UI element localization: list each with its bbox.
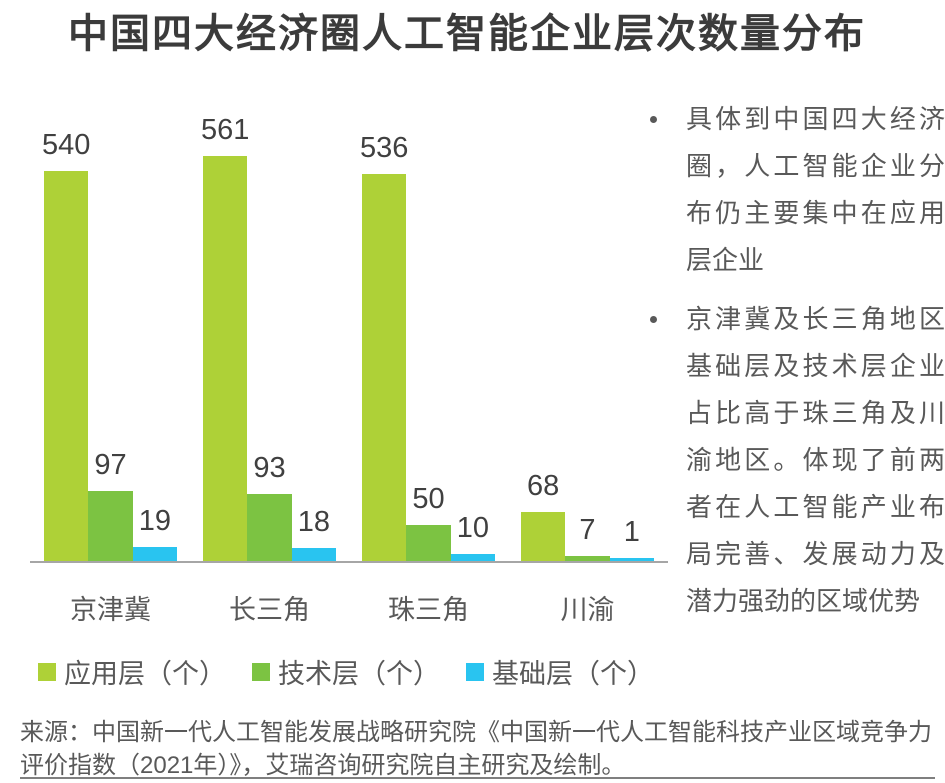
chart-legend: 应用层（个） 技术层（个） 基础层（个） xyxy=(38,652,654,691)
bar-group-珠三角: 536 50 10 xyxy=(359,132,495,561)
legend-swatch-icon xyxy=(252,662,270,681)
bar-column: 68 xyxy=(521,469,566,561)
bar-value-label: 10 xyxy=(456,511,489,544)
bar-group-京津冀: 540 97 19 xyxy=(41,129,177,561)
x-axis-label-珠三角: 珠三角 xyxy=(388,595,469,625)
legend-label: 基础层（个） xyxy=(492,659,654,689)
legend-label: 应用层（个） xyxy=(64,659,226,689)
commentary-bullet: 京津冀及长三角地区基础层及技术层企业占比高于珠三角及川渝地区。体现了前两者在人工… xyxy=(640,296,945,625)
x-axis-label-长三角: 长三角 xyxy=(229,595,310,625)
bar-column: 10 xyxy=(450,511,495,561)
legend-swatch-icon xyxy=(466,662,484,681)
x-axis-line xyxy=(30,561,668,563)
source-note: 来源：中国新一代人工智能发展战略研究院《中国新一代人工智能科技产业区域竞争力评价… xyxy=(20,719,932,779)
bar-川渝-应用层（个） xyxy=(521,511,566,561)
legend-item-技术层（个）: 技术层（个） xyxy=(252,652,440,691)
bar-珠三角-应用层（个） xyxy=(362,174,407,561)
bar-value-label: 561 xyxy=(200,114,250,146)
bar-column: 561 xyxy=(200,114,250,561)
bar-川渝-技术层（个） xyxy=(565,555,610,561)
bar-珠三角-技术层（个） xyxy=(406,524,451,561)
legend-item-应用层（个）: 应用层（个） xyxy=(38,652,226,691)
x-axis-labels: 京津冀 长三角 珠三角 川渝 xyxy=(44,588,656,627)
page-title: 中国四大经济圈人工智能企业层次数量分布 xyxy=(68,12,866,56)
bar-京津冀-应用层（个） xyxy=(44,171,89,561)
bar-column: 19 xyxy=(132,505,177,561)
bar-value-label: 536 xyxy=(359,132,409,165)
commentary-bullet: 具体到中国四大经济圈，人工智能企业分布仍主要集中在应用层企业 xyxy=(640,96,945,284)
bar-川渝-基础层（个） xyxy=(609,558,654,561)
bar-京津冀-基础层（个） xyxy=(132,547,177,561)
legend-label: 技术层（个） xyxy=(278,659,440,689)
commentary-panel: 具体到中国四大经济圈，人工智能企业分布仍主要集中在应用层企业 京津冀及长三角地区… xyxy=(640,96,945,637)
bar-长三角-技术层（个） xyxy=(247,493,292,561)
footer-divider xyxy=(20,777,935,779)
bar-京津冀-技术层（个） xyxy=(88,490,133,561)
bar-group-长三角: 561 93 18 xyxy=(200,114,336,561)
bar-value-label: 18 xyxy=(297,506,330,539)
bar-value-label: 1 xyxy=(623,516,640,548)
legend-swatch-icon xyxy=(38,662,56,681)
bar-长三角-应用层（个） xyxy=(203,156,248,561)
bar-column: 1 xyxy=(609,516,654,561)
bar-plot-area: 540 97 19 561 93 18 536 50 10 68 7 1 xyxy=(41,100,656,561)
bar-column: 536 xyxy=(359,132,409,561)
x-axis-label-川渝: 川渝 xyxy=(560,595,615,625)
bar-value-label: 50 xyxy=(412,482,445,515)
bar-value-label: 68 xyxy=(527,469,560,502)
bar-column: 540 xyxy=(41,129,91,561)
commentary-list: 具体到中国四大经济圈，人工智能企业分布仍主要集中在应用层企业 京津冀及长三角地区… xyxy=(640,96,945,625)
bar-value-label: 19 xyxy=(138,505,171,538)
bar-value-label: 93 xyxy=(253,451,286,484)
bar-column: 7 xyxy=(565,513,610,561)
bar-value-label: 97 xyxy=(94,448,127,481)
bar-value-label: 7 xyxy=(579,513,596,546)
bar-value-label: 540 xyxy=(41,129,91,162)
bar-珠三角-基础层（个） xyxy=(450,553,495,561)
bar-长三角-基础层（个） xyxy=(291,548,336,561)
bar-group-川渝: 68 7 1 xyxy=(521,470,654,561)
bar-column: 97 xyxy=(88,448,133,561)
x-axis-label-京津冀: 京津冀 xyxy=(70,595,151,625)
bar-column: 93 xyxy=(247,451,292,561)
bar-column: 18 xyxy=(291,506,336,561)
bar-column: 50 xyxy=(406,482,451,561)
legend-item-基础层（个）: 基础层（个） xyxy=(466,652,654,691)
